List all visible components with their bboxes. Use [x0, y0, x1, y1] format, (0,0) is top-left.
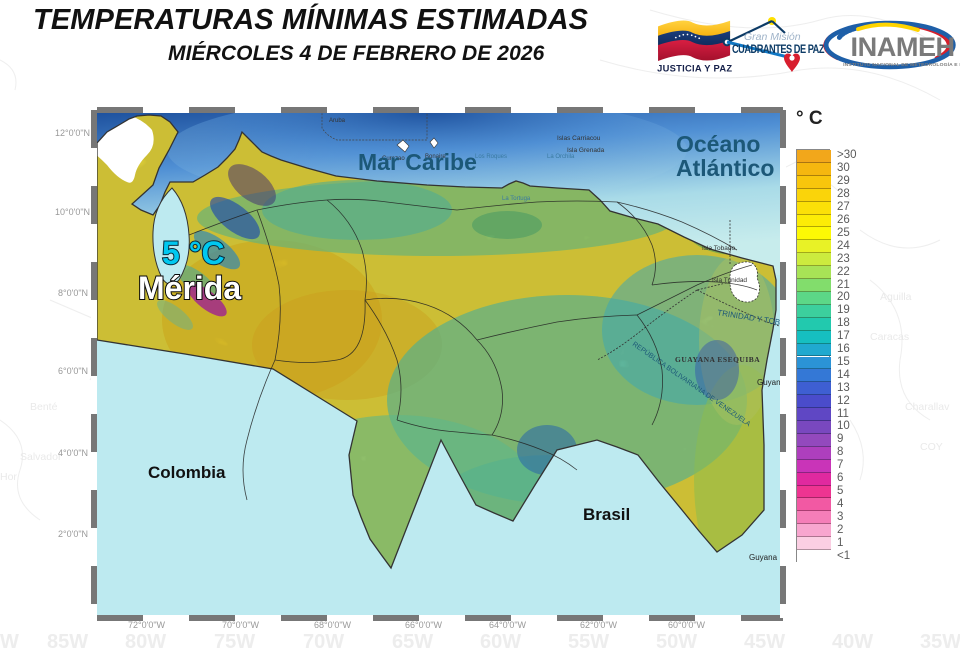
svg-text:50W: 50W [656, 631, 697, 653]
svg-text:Aruba: Aruba [329, 118, 346, 124]
svg-text:65W: 65W [392, 631, 433, 653]
svg-text:Islas Carriacou: Islas Carriacou [557, 135, 601, 142]
svg-text:70W: 70W [303, 631, 344, 653]
svg-text:80W: 80W [125, 631, 166, 653]
svg-text:Salvador: Salvador [20, 451, 62, 463]
svg-text:La Orchila: La Orchila [547, 154, 575, 160]
svg-text:Isla Trinidad: Isla Trinidad [712, 277, 747, 284]
svg-text:La Tortuga: La Tortuga [502, 196, 531, 202]
svg-text:Charallav: Charallav [905, 401, 950, 413]
svg-text:INAMEH: INAMEH [851, 31, 955, 62]
svg-text:Guyana: Guyana [749, 553, 778, 562]
svg-text:COY: COY [920, 441, 943, 453]
svg-text:Caracas: Caracas [870, 331, 909, 343]
svg-text:Los Roques: Los Roques [475, 154, 507, 160]
svg-text:GUAYANA ESEQUIBA: GUAYANA ESEQUIBA [675, 355, 760, 364]
svg-text:40W: 40W [832, 631, 873, 653]
svg-text:Hor: Hor [0, 471, 17, 483]
svg-text:Isla Grenada: Isla Grenada [567, 147, 605, 154]
svg-text:45W: 45W [744, 631, 785, 653]
svg-text:85W: 85W [47, 631, 88, 653]
svg-text:75W: 75W [214, 631, 255, 653]
svg-text:Gran Misión: Gran Misión [744, 31, 801, 43]
svg-text:CUADRANTES DE PAZ: CUADRANTES DE PAZ [732, 44, 824, 56]
svg-text:W: W [0, 631, 19, 653]
svg-text:60W: 60W [480, 631, 521, 653]
svg-text:Aguilla: Aguilla [880, 291, 912, 303]
svg-text:35W: 35W [920, 631, 960, 653]
svg-text:55W: 55W [568, 631, 609, 653]
svg-text:Benté: Benté [30, 401, 58, 413]
